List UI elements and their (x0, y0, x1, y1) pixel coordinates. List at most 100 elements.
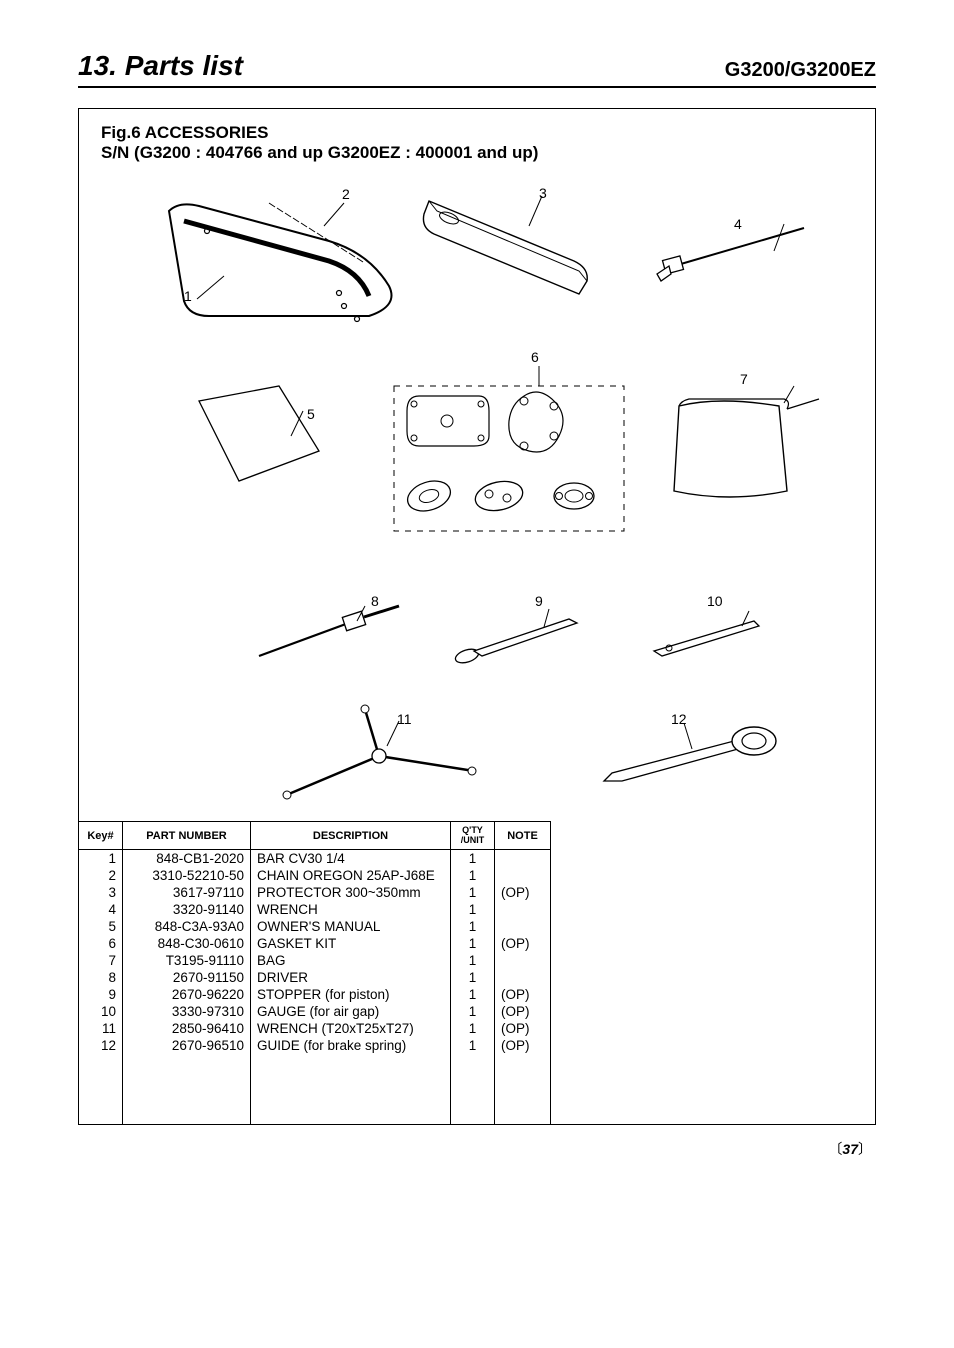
bracket-close: 〕 (858, 1141, 872, 1157)
table-header-row: Key# PART NUMBER DESCRIPTION Q'TY /UNIT … (79, 822, 551, 850)
illus-bag (659, 381, 829, 511)
figure-title: Fig.6 ACCESSORIES (101, 123, 853, 143)
illus-manual (189, 381, 329, 501)
cell-note: (OP) (495, 884, 551, 901)
figure-header: Fig.6 ACCESSORIES S/N (G3200 : 404766 an… (79, 109, 875, 171)
th-note: NOTE (495, 822, 551, 850)
cell-key: 11 (79, 1020, 123, 1037)
cell-qty: 1 (451, 884, 495, 901)
cell-desc: WRENCH (T20xT25xT27) (251, 1020, 451, 1037)
cell-desc: GUIDE (for brake spring) (251, 1037, 451, 1054)
cell-note: (OP) (495, 1003, 551, 1020)
cell-part: 3330-97310 (123, 1003, 251, 1020)
table-row: 82670-91150DRIVER1 (79, 969, 551, 986)
cell-qty: 1 (451, 986, 495, 1003)
table-row: 103330-97310GAUGE (for air gap)1(OP) (79, 1003, 551, 1020)
parts-table: Key# PART NUMBER DESCRIPTION Q'TY /UNIT … (78, 821, 551, 1125)
illus-t-wrench (269, 701, 489, 811)
callout-7: 7 (740, 371, 748, 387)
table-row: 43320-91140WRENCH1 (79, 901, 551, 918)
content-frame: Fig.6 ACCESSORIES S/N (G3200 : 404766 an… (78, 108, 876, 1125)
cell-qty: 1 (451, 935, 495, 952)
cell-part: 848-C30-0610 (123, 935, 251, 952)
cell-desc: BAG (251, 952, 451, 969)
th-desc: DESCRIPTION (251, 822, 451, 850)
cell-part: 3617-97110 (123, 884, 251, 901)
table-row: 6848-C30-0610GASKET KIT1(OP) (79, 935, 551, 952)
cell-note (495, 952, 551, 969)
callout-2: 2 (342, 186, 350, 202)
illus-bar-chain (139, 181, 429, 341)
cell-desc: GAUGE (for air gap) (251, 1003, 451, 1020)
page-number-value: 37 (842, 1141, 858, 1157)
table-body: 1848-CB1-2020BAR CV30 1/4123310-52210-50… (79, 850, 551, 1125)
callout-3: 3 (539, 185, 547, 201)
bracket-open: 〔 (828, 1141, 842, 1157)
cell-key: 8 (79, 969, 123, 986)
cell-qty: 1 (451, 969, 495, 986)
illus-stopper (449, 601, 599, 671)
callout-12: 12 (671, 711, 687, 727)
cell-qty: 1 (451, 918, 495, 935)
cell-key: 2 (79, 867, 123, 884)
cell-part: 2670-91150 (123, 969, 251, 986)
cell-desc: DRIVER (251, 969, 451, 986)
cell-qty: 1 (451, 867, 495, 884)
cell-desc: CHAIN OREGON 25AP-J68E (251, 867, 451, 884)
cell-note (495, 969, 551, 986)
section-title: 13. Parts list (78, 50, 243, 82)
cell-qty: 1 (451, 1003, 495, 1020)
cell-desc: WRENCH (251, 901, 451, 918)
table-row: 92670-96220STOPPER (for piston)1(OP) (79, 986, 551, 1003)
cell-key: 6 (79, 935, 123, 952)
illus-driver (249, 601, 409, 671)
cell-part: 3310-52210-50 (123, 867, 251, 884)
callout-6: 6 (531, 349, 539, 365)
table-row: 23310-52210-50CHAIN OREGON 25AP-J68E1 (79, 867, 551, 884)
cell-desc: BAR CV30 1/4 (251, 850, 451, 868)
cell-qty: 1 (451, 1037, 495, 1054)
table-row: 122670-96510GUIDE (for brake spring)1(OP… (79, 1037, 551, 1054)
model-name: G3200/G3200EZ (725, 59, 876, 82)
cell-key: 1 (79, 850, 123, 868)
table-row: 5848-C3A-93A0OWNER'S MANUAL1 (79, 918, 551, 935)
illus-gauge (644, 606, 794, 666)
cell-key: 10 (79, 1003, 123, 1020)
callout-8: 8 (371, 593, 379, 609)
cell-part: 848-CB1-2020 (123, 850, 251, 868)
diagram-area: 1 2 3 4 (99, 171, 855, 811)
callout-11: 11 (397, 711, 412, 727)
cell-key: 12 (79, 1037, 123, 1054)
cell-part: 848-C3A-93A0 (123, 918, 251, 935)
cell-part: 2850-96410 (123, 1020, 251, 1037)
page-number: 〔37〕 (78, 1139, 876, 1159)
cell-part: 2670-96510 (123, 1037, 251, 1054)
callout-10: 10 (707, 593, 723, 609)
cell-note: (OP) (495, 1037, 551, 1054)
page: 13. Parts list G3200/G3200EZ Fig.6 ACCES… (0, 0, 954, 1189)
callout-5: 5 (307, 406, 315, 422)
page-header: 13. Parts list G3200/G3200EZ (78, 50, 876, 88)
illus-protector (419, 186, 599, 316)
cell-part: 2670-96220 (123, 986, 251, 1003)
callout-1: 1 (184, 288, 192, 304)
table-row: 33617-97110PROTECTOR 300~350mm1(OP) (79, 884, 551, 901)
table-row: 112850-96410WRENCH (T20xT25xT27)1(OP) (79, 1020, 551, 1037)
illus-guide (594, 711, 784, 801)
cell-desc: OWNER'S MANUAL (251, 918, 451, 935)
cell-desc: STOPPER (for piston) (251, 986, 451, 1003)
cell-part: 3320-91140 (123, 901, 251, 918)
cell-qty: 1 (451, 952, 495, 969)
cell-desc: GASKET KIT (251, 935, 451, 952)
cell-key: 5 (79, 918, 123, 935)
cell-note (495, 901, 551, 918)
th-key: Key# (79, 822, 123, 850)
cell-key: 9 (79, 986, 123, 1003)
cell-note (495, 850, 551, 868)
cell-qty: 1 (451, 1020, 495, 1037)
cell-note (495, 867, 551, 884)
cell-key: 7 (79, 952, 123, 969)
cell-key: 4 (79, 901, 123, 918)
th-part: PART NUMBER (123, 822, 251, 850)
cell-note: (OP) (495, 935, 551, 952)
